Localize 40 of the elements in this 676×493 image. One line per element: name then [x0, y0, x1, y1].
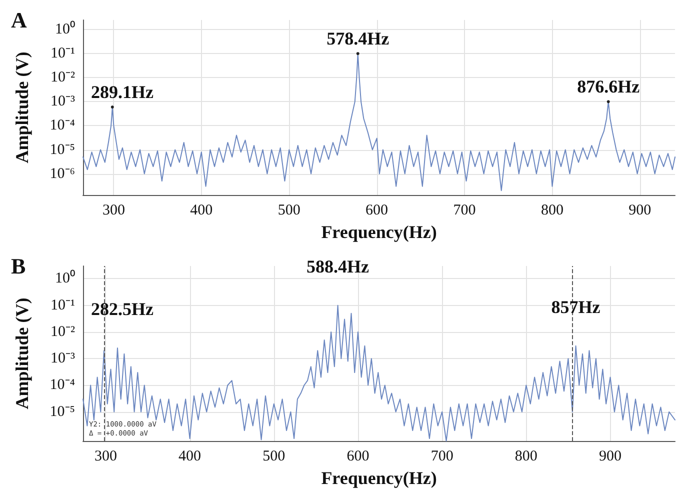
x-tick-label: 700: [453, 202, 476, 219]
annotation: 857Hz: [551, 296, 600, 317]
x-axis-title: Frequency(Hz): [321, 222, 437, 242]
y-axis-title: Amplitude (V): [12, 52, 32, 164]
x-tick-label: 500: [278, 202, 300, 219]
chart-title: B: [11, 254, 26, 278]
x-tick-label: 800: [540, 202, 564, 219]
y-tick-label: 10⁻³: [50, 350, 76, 367]
y-tick-label: 10⁻⁴: [50, 377, 75, 394]
y-tick-label: 10⁻²: [50, 70, 76, 86]
line-series: [82, 52, 676, 192]
x-tick-label: 300: [94, 448, 117, 465]
y-axis-title: Amplitude (V): [12, 298, 32, 410]
x-tick-label: 900: [599, 448, 622, 465]
y-tick-label: 10⁰: [55, 270, 75, 287]
y-tick-label: 10⁻²: [50, 324, 76, 340]
y-tick-label: 10⁻⁵: [50, 404, 75, 420]
y-tick-label: 10⁰: [55, 20, 75, 38]
x-tick-label: 800: [514, 448, 538, 465]
x-tick-label: 500: [262, 448, 286, 465]
x-tick-label: 700: [430, 448, 454, 465]
x-tick-label: 400: [190, 202, 213, 219]
chart-title: A: [11, 8, 27, 32]
y-tick-label: 10⁻³: [50, 94, 76, 110]
annotation: 588.4Hz: [306, 256, 370, 276]
annotation: 876.6Hz: [577, 76, 640, 97]
x-tick-label: 600: [366, 202, 388, 219]
y-tick-label: 10⁻⁶: [50, 166, 75, 182]
x-tick-label: 900: [628, 202, 652, 219]
y-tick-label: 10⁻⁵: [50, 142, 75, 158]
x-tick-label: 400: [178, 448, 202, 465]
y-tick-label: 10⁻¹: [50, 297, 75, 314]
x-axis-title: Frequency(Hz): [321, 468, 437, 488]
annotation: 578.4Hz: [326, 28, 390, 49]
y-tick-label: 10⁻⁴: [50, 118, 75, 134]
annotation: 289.1Hz: [90, 82, 154, 102]
x-tick-label: 300: [102, 202, 125, 219]
y-tick-label: 10⁻¹: [50, 46, 75, 62]
annotation: 282.5Hz: [90, 299, 154, 320]
x-tick-label: 600: [346, 448, 370, 465]
